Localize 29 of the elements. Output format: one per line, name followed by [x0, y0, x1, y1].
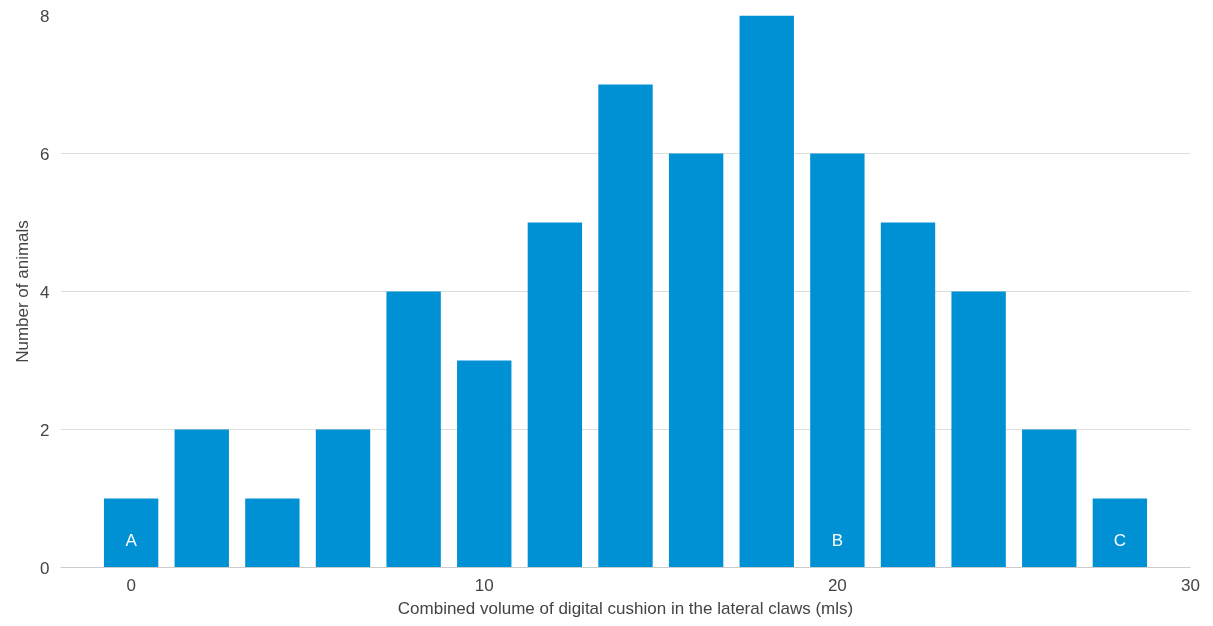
annotation: A: [125, 530, 138, 550]
y-tick-label: 8: [40, 6, 50, 26]
bar: [386, 291, 441, 568]
bar: [245, 498, 300, 568]
annotation: B: [831, 530, 844, 550]
bar: [951, 291, 1006, 568]
bar: [1022, 429, 1077, 568]
y-tick-label: 4: [40, 282, 50, 302]
bar: [1092, 498, 1148, 568]
bar: [668, 153, 724, 568]
bar: [315, 429, 371, 568]
bar: [880, 222, 936, 568]
bar: [457, 360, 512, 568]
bar: [810, 153, 865, 568]
x-axis-title: Combined volume of digital cushion in the lateral claws (mls): [397, 598, 854, 618]
x-tick-label: 20: [827, 575, 847, 595]
x-tick-label: 0: [126, 575, 136, 595]
bar: [739, 15, 794, 568]
bar: [174, 429, 229, 568]
bar: [598, 84, 653, 568]
x-tick-label: 30: [1181, 575, 1200, 595]
annotation: C: [1113, 530, 1127, 550]
y-tick-label: 6: [40, 144, 50, 164]
bar: [103, 498, 159, 568]
bar: [527, 222, 583, 568]
y-tick-label: 2: [40, 420, 50, 440]
x-tick-label: 10: [474, 575, 494, 595]
y-tick-label: 0: [40, 558, 50, 578]
y-axis-title: Number of animals: [13, 220, 33, 363]
